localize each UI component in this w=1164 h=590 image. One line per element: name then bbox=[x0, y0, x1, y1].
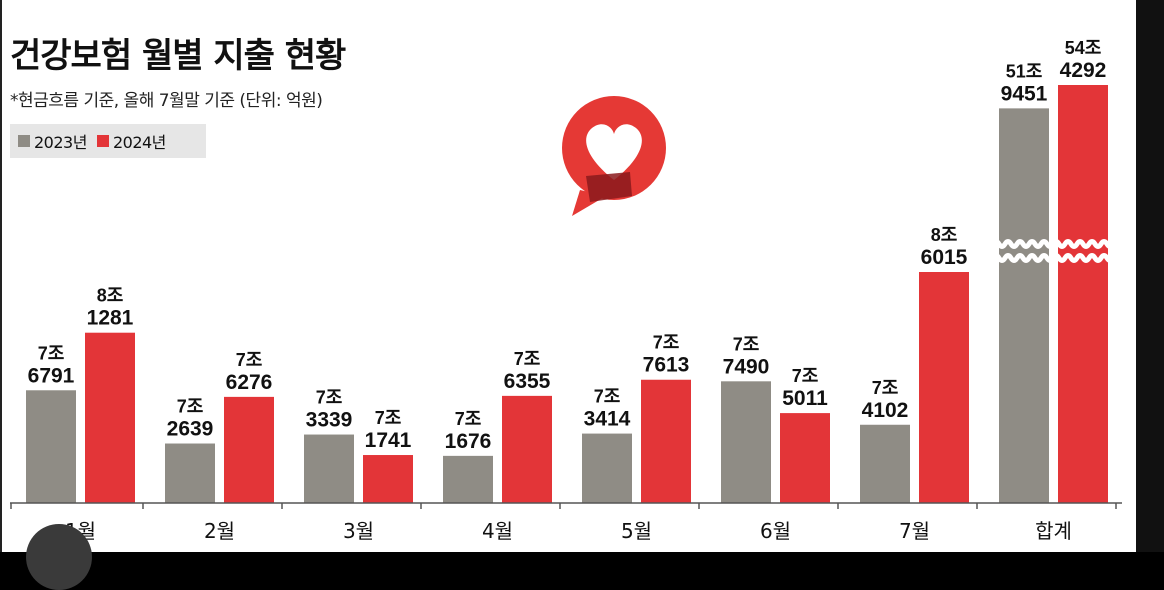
bar-label-top: 7조 bbox=[38, 343, 65, 363]
legend-item-2024: 2024년 bbox=[96, 129, 166, 153]
bar-label-value: 4292 bbox=[1060, 59, 1107, 82]
bar-label-value: 3339 bbox=[306, 409, 353, 432]
bar-label-value: 6791 bbox=[28, 364, 75, 387]
bar-label-value: 3414 bbox=[584, 408, 631, 431]
bar-label-value: 1676 bbox=[445, 430, 492, 453]
bar-2024년-7월 bbox=[919, 272, 969, 503]
bar-2023년-1월 bbox=[26, 390, 76, 503]
bar-label-value: 5011 bbox=[782, 387, 828, 410]
bar-2024년-1월 bbox=[85, 332, 135, 503]
category-label: 4월 bbox=[482, 519, 513, 543]
category-label: 3월 bbox=[343, 519, 374, 543]
category-label: 6월 bbox=[760, 519, 791, 543]
legend-swatch-2024 bbox=[96, 135, 109, 147]
bar-label-value: 6355 bbox=[504, 370, 551, 393]
bar-label-value: 6015 bbox=[921, 246, 968, 269]
bar-label-top: 8조 bbox=[97, 286, 124, 306]
bar-label-top: 54조 bbox=[1065, 38, 1102, 58]
legend-swatch-2023 bbox=[18, 135, 30, 147]
bar-label-top: 7조 bbox=[236, 350, 263, 370]
legend: 2023년 2024년 bbox=[10, 124, 206, 158]
category-label: 5월 bbox=[621, 519, 652, 543]
chart-title: 건강보험 월별 지출 현황 bbox=[10, 36, 346, 76]
bar-2024년-3월 bbox=[363, 455, 413, 503]
category-label: 합계 bbox=[1035, 519, 1072, 543]
bar-label-value: 7613 bbox=[643, 354, 690, 377]
bar-2023년-5월 bbox=[582, 433, 632, 503]
heart-speech-bubble-icon bbox=[562, 96, 666, 216]
bar-label-value: 9451 bbox=[1001, 82, 1048, 105]
bar-2023년-합계 bbox=[999, 108, 1049, 504]
bar-label-top: 8조 bbox=[931, 225, 958, 245]
legend-item-2023: 2023년 bbox=[18, 129, 87, 153]
bar-label-top: 7조 bbox=[872, 378, 899, 398]
bar-2023년-3월 bbox=[304, 434, 354, 503]
bar-label-top: 7조 bbox=[375, 408, 402, 428]
window-edge bbox=[1136, 0, 1164, 552]
bar-2024년-합계 bbox=[1058, 85, 1108, 503]
bar-2024년-6월 bbox=[780, 413, 830, 503]
bar-label-top: 7조 bbox=[792, 366, 819, 386]
bar-2023년-2월 bbox=[165, 443, 215, 503]
bar-label-top: 7조 bbox=[514, 349, 541, 369]
bar-label-top: 7조 bbox=[594, 387, 621, 407]
bar-label-top: 7조 bbox=[733, 334, 760, 354]
bar-label-value: 7490 bbox=[723, 355, 770, 378]
legend-label-2024: 2024년 bbox=[112, 133, 166, 152]
bar-2023년-7월 bbox=[860, 424, 910, 503]
bar-2024년-2월 bbox=[224, 396, 274, 503]
chart-subtitle: *현금흐름 기준, 올해 7월말 기준 (단위: 억원) bbox=[10, 91, 323, 111]
bar-label-value: 1281 bbox=[87, 307, 134, 330]
bar-label-top: 7조 bbox=[316, 388, 343, 408]
overlay-badge-icon bbox=[26, 524, 92, 590]
chart-panel: 건강보험 월별 지출 현황 *현금흐름 기준, 올해 7월말 기준 (단위: 억… bbox=[0, 0, 1136, 590]
bar-label-top: 51조 bbox=[1006, 61, 1043, 81]
bar-2024년-4월 bbox=[502, 395, 552, 503]
legend-label-2023: 2023년 bbox=[34, 133, 87, 152]
bar-label-top: 7조 bbox=[177, 397, 204, 417]
bar-2023년-6월 bbox=[721, 381, 771, 503]
bar-label-value: 6276 bbox=[226, 371, 273, 394]
category-label: 2월 bbox=[204, 519, 235, 543]
bar-label-value: 1741 bbox=[365, 429, 412, 452]
axis-break-mark bbox=[990, 253, 1128, 263]
bar-label-value: 4102 bbox=[862, 399, 909, 422]
bar-2023년-4월 bbox=[443, 455, 493, 503]
bar-label-top: 7조 bbox=[455, 409, 482, 429]
bar-label-top: 7조 bbox=[653, 333, 680, 353]
bar-2024년-5월 bbox=[641, 379, 691, 503]
bar-label-value: 2639 bbox=[167, 418, 214, 441]
category-label: 7월 bbox=[899, 519, 930, 543]
axis-break-mark bbox=[990, 239, 1128, 249]
